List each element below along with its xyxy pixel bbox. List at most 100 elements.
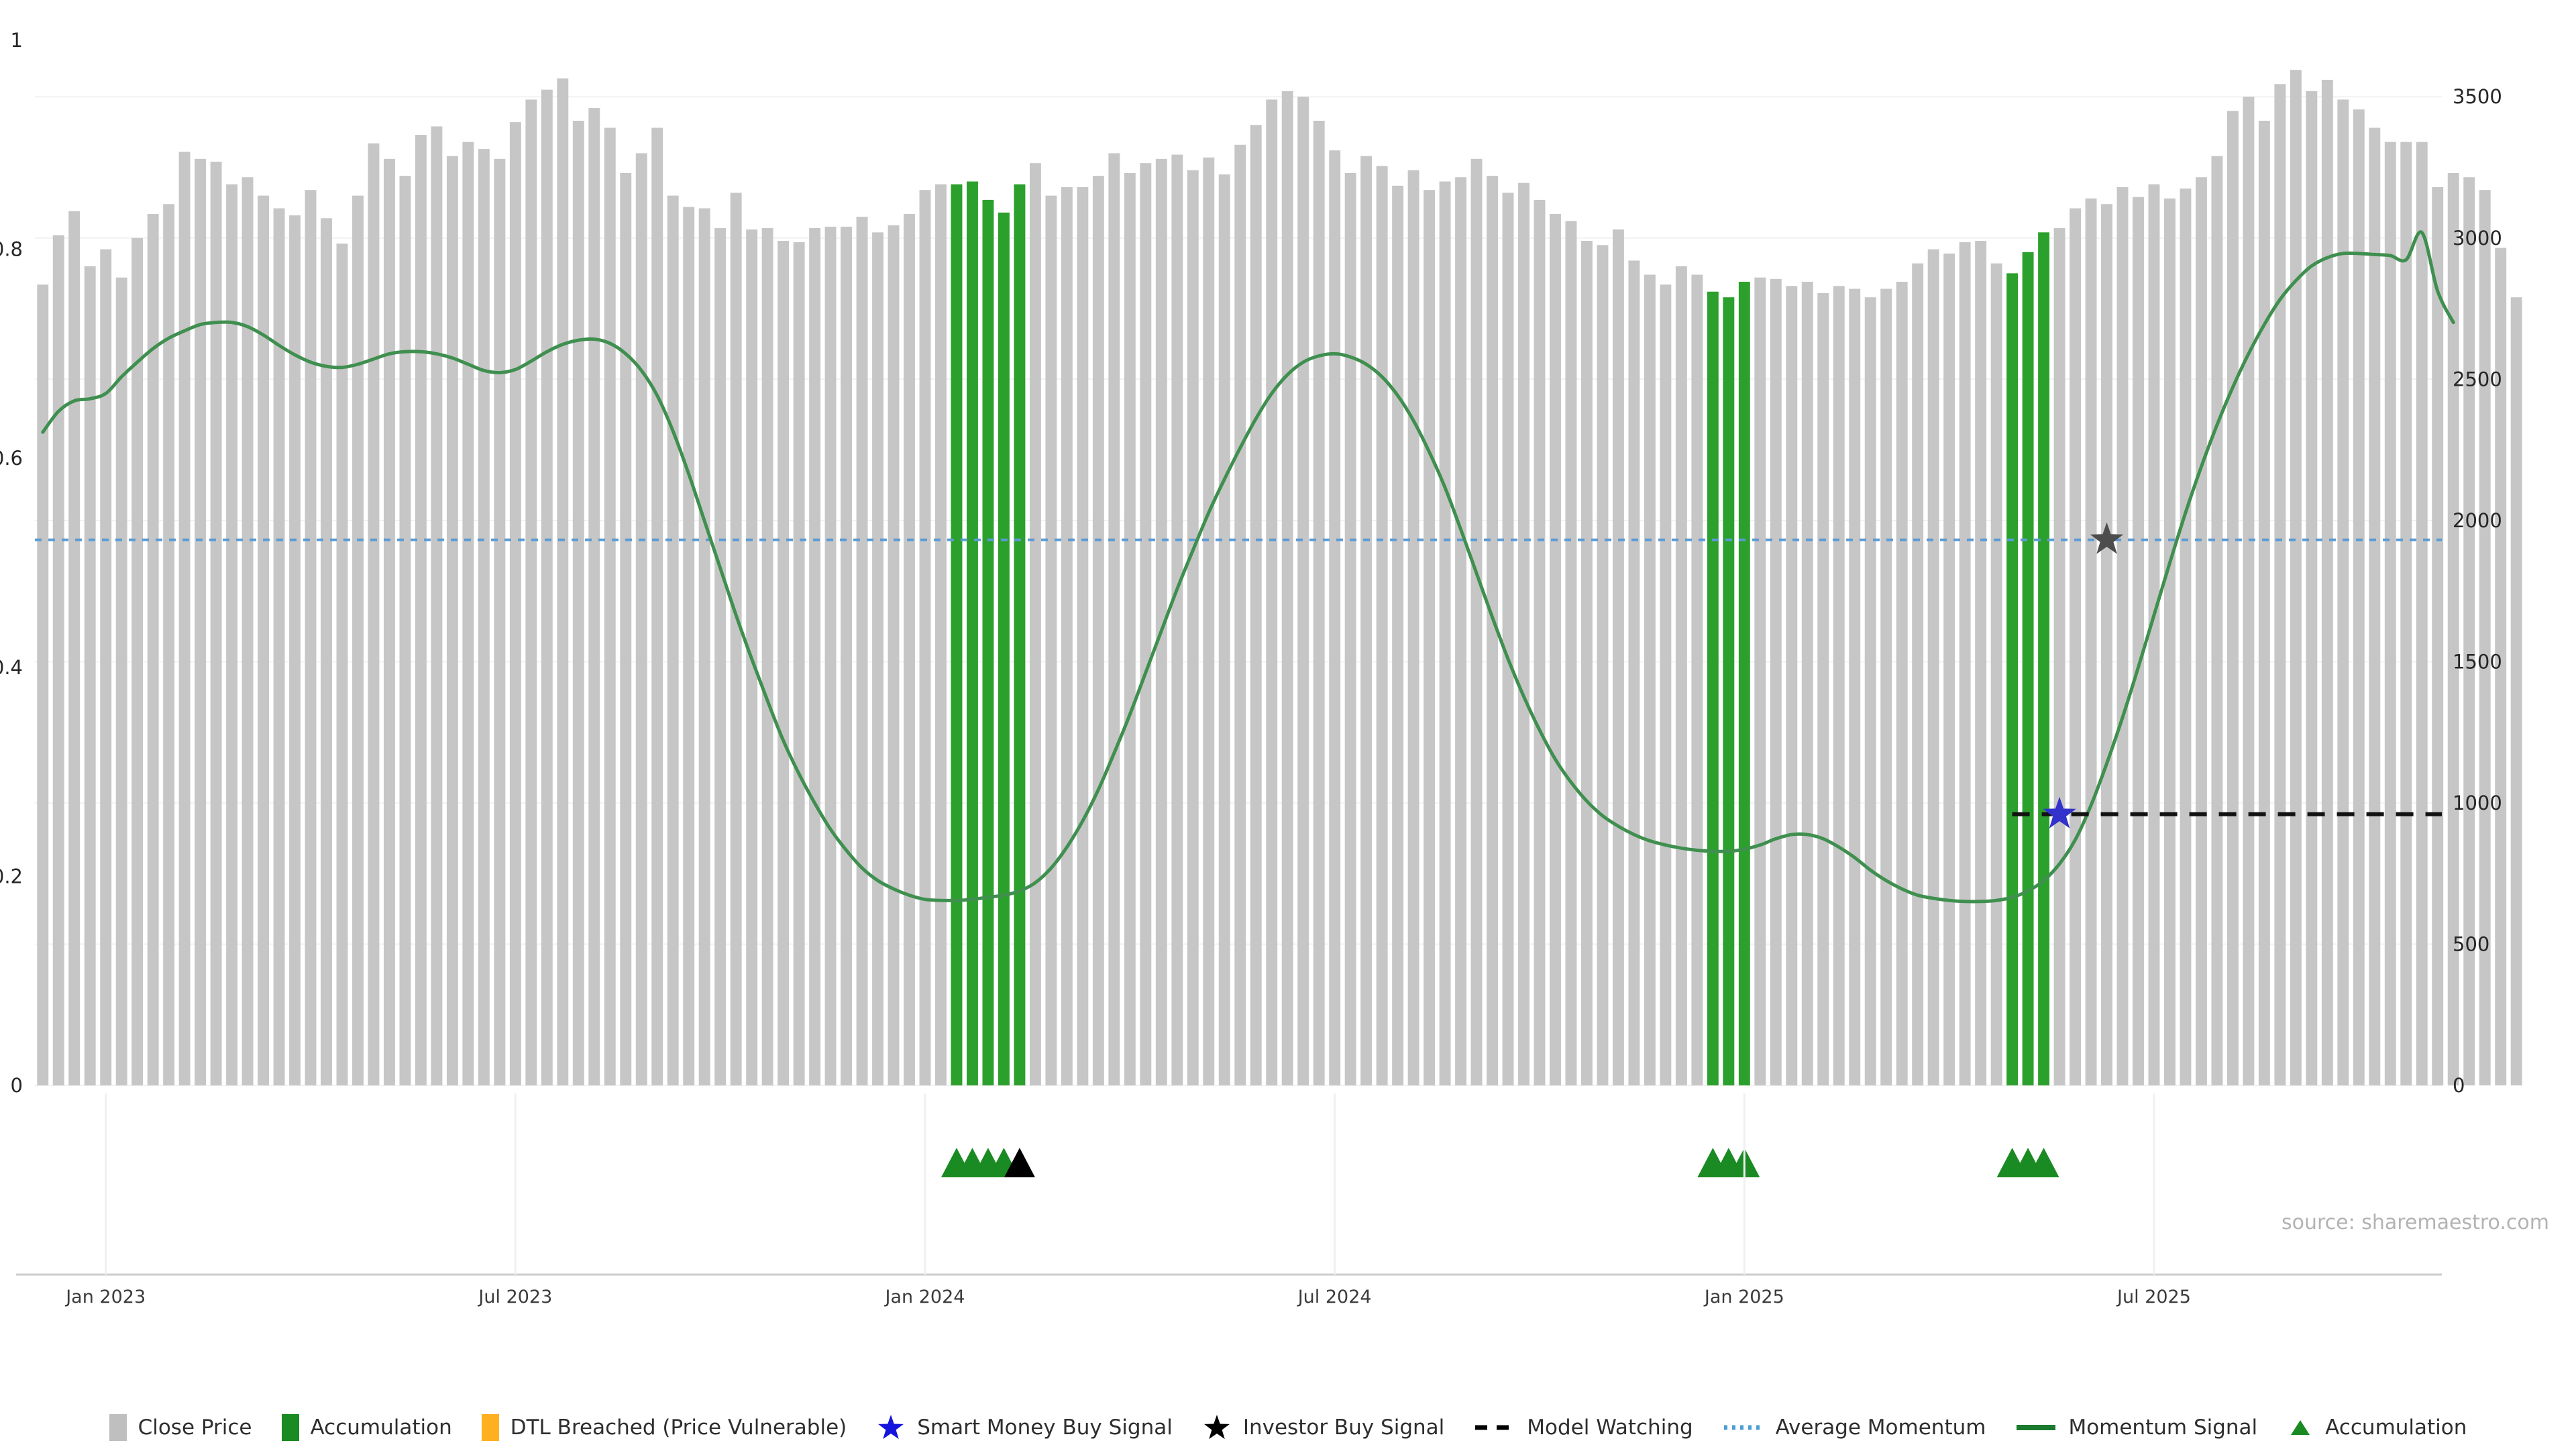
legend-item-label: Smart Money Buy Signal — [917, 1415, 1173, 1440]
x-axis-tick-label: Jul 2024 — [1297, 1287, 1372, 1307]
close-price-bar — [1990, 263, 2002, 1085]
legend-item[interactable]: DTL Breached (Price Vulnerable) — [481, 1414, 847, 1441]
legend-item[interactable]: Smart Money Buy Signal — [876, 1413, 1173, 1442]
close-price-bar — [1975, 240, 1987, 1086]
close-price-bar — [195, 158, 207, 1086]
close-price-bar — [793, 242, 805, 1085]
legend-item[interactable]: Investor Buy Signal — [1202, 1413, 1444, 1442]
close-price-bar — [888, 225, 900, 1085]
close-price-bar — [305, 190, 317, 1085]
close-price-bar — [431, 126, 443, 1086]
accumulation-bar — [2022, 252, 2034, 1085]
close-price-bar — [730, 193, 742, 1085]
close-price-bar — [777, 240, 790, 1086]
green-triangle-icon — [2291, 1420, 2310, 1435]
close-price-bar — [1360, 156, 1373, 1085]
legend-item[interactable]: Momentum Signal — [2015, 1414, 2257, 1441]
close-price-bar — [478, 149, 490, 1085]
close-price-bar — [935, 184, 947, 1085]
left-axis-tick-label: 1 — [11, 29, 23, 52]
x-axis-tick-label: Jul 2025 — [2116, 1287, 2191, 1307]
legend-item-label: Model Watching — [1527, 1415, 1693, 1440]
close-price-bar — [2211, 156, 2223, 1085]
close-price-bar — [1912, 263, 1924, 1085]
right-axis-tick-label: 2500 — [2453, 368, 2502, 390]
close-price-bar — [2400, 142, 2412, 1086]
close-price-bar — [115, 277, 127, 1086]
black-star-icon — [1203, 1415, 1230, 1440]
legend-item[interactable]: Close Price — [109, 1414, 252, 1441]
close-price-bar — [399, 176, 411, 1085]
close-price-bar — [1786, 286, 1798, 1086]
close-price-bar — [1392, 185, 1404, 1085]
legend-item[interactable]: Accumulation — [281, 1414, 452, 1441]
close-price-bar — [620, 172, 632, 1085]
close-price-bar — [1045, 195, 1057, 1086]
close-price-bar — [289, 215, 301, 1085]
close-price-bar — [384, 158, 395, 1086]
close-price-bar — [1612, 229, 1624, 1085]
dashed-line-icon — [1475, 1425, 1515, 1430]
close-price-bar — [1770, 278, 1782, 1085]
close-price-bar — [1943, 253, 1955, 1085]
close-price-bar — [352, 195, 364, 1086]
accumulation-bar — [1723, 297, 1735, 1086]
close-price-bar — [2258, 121, 2270, 1085]
legend-item-label: Investor Buy Signal — [1242, 1415, 1445, 1440]
close-price-bar — [1864, 297, 1876, 1086]
close-price-bar — [919, 190, 931, 1085]
close-price-bar — [2053, 228, 2065, 1085]
close-price-bar — [2070, 208, 2081, 1085]
close-price-bar — [446, 156, 458, 1085]
close-price-bar — [667, 195, 679, 1086]
close-price-bar — [1581, 240, 1593, 1086]
close-price-bar — [1407, 170, 1419, 1086]
close-price-bar — [1218, 174, 1230, 1085]
close-price-bar — [68, 211, 80, 1085]
close-price-bar — [1675, 266, 1687, 1085]
close-price-bar — [1376, 166, 1388, 1085]
close-price-bar — [1833, 286, 1845, 1086]
close-price-bar — [824, 226, 837, 1085]
close-price-bar — [1896, 282, 1908, 1085]
close-price-bar — [2463, 177, 2475, 1086]
close-price-bar — [2148, 184, 2160, 1085]
close-price-bar — [841, 226, 853, 1085]
right-axis-tick-label: 1000 — [2453, 792, 2502, 814]
close-price-bar — [1297, 97, 1309, 1086]
close-price-bar — [1534, 199, 1546, 1085]
close-price-bar — [2133, 197, 2144, 1086]
close-price-bar — [1344, 172, 1356, 1085]
close-price-bar — [698, 208, 710, 1085]
close-price-bar — [635, 153, 647, 1086]
legend-item[interactable]: Model Watching — [1474, 1414, 1693, 1441]
close-price-bar — [2101, 204, 2112, 1086]
left-axis-tick-label: 0 — [11, 1074, 23, 1097]
close-price-bar — [2369, 127, 2381, 1085]
accumulation-bar — [1014, 184, 1026, 1085]
close-price-bar — [856, 217, 868, 1086]
close-price-bar — [541, 89, 553, 1086]
close-price-bar — [2416, 142, 2428, 1086]
close-price-bar — [1849, 288, 1861, 1085]
close-price-bar — [1660, 284, 1672, 1085]
close-price-bar — [2479, 190, 2491, 1085]
close-price-bar — [809, 228, 821, 1085]
close-price-bar — [336, 244, 348, 1086]
close-price-bar — [2337, 99, 2349, 1086]
close-price-bar — [651, 127, 663, 1085]
close-price-bar — [494, 158, 506, 1086]
accumulation-bar — [998, 212, 1010, 1085]
close-price-bar — [1470, 158, 1483, 1086]
accumulation-bar — [982, 199, 994, 1085]
close-price-bar — [100, 249, 112, 1086]
close-price-bar — [2243, 97, 2255, 1086]
close-price-bar — [1266, 99, 1278, 1086]
close-price-bar — [1124, 172, 1136, 1085]
legend-item[interactable]: Accumulation — [2287, 1414, 2467, 1441]
x-axis-tick-label: Jul 2023 — [477, 1287, 552, 1307]
close-price-bar — [1927, 249, 1939, 1086]
right-axis-tick-label: 1500 — [2453, 650, 2502, 673]
legend-item[interactable]: Average Momentum — [1723, 1414, 1986, 1441]
close-price-bar — [761, 228, 773, 1085]
